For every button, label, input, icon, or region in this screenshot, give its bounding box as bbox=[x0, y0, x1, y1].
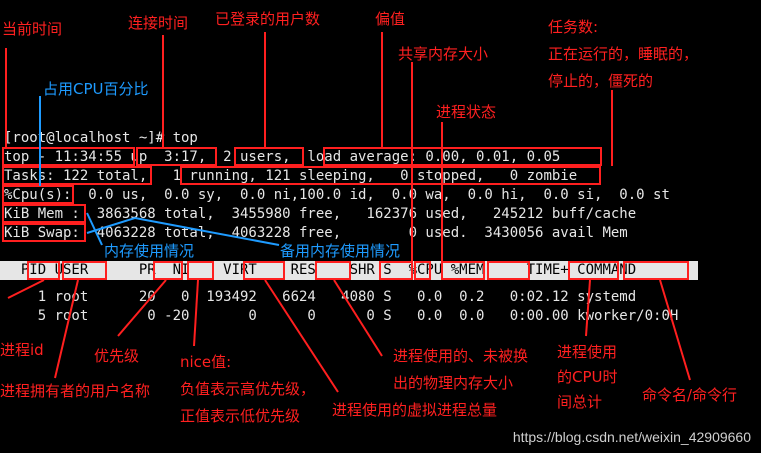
annotation-time: 进程使用 的CPU时 间总计 bbox=[557, 343, 618, 411]
box-mem-pct bbox=[487, 261, 530, 280]
box-ni bbox=[187, 261, 214, 280]
annotation-load-average: 偏值 bbox=[375, 10, 406, 28]
box-pr bbox=[153, 261, 183, 280]
annotation-pid: 进程id bbox=[0, 341, 44, 359]
process-header-text: PID USER PR NI VIRT RES SHR S %CPU %MEM … bbox=[4, 262, 637, 278]
process-table-header: PID USER PR NI VIRT RES SHR S %CPU %MEM … bbox=[0, 261, 698, 280]
annotation-process-state: 进程状态 bbox=[436, 103, 497, 121]
annotation-res: 进程使用的、未被换 出的物理内存大小 bbox=[393, 347, 529, 392]
box-shr bbox=[379, 261, 413, 280]
box-user bbox=[62, 261, 107, 280]
box-users bbox=[234, 147, 304, 166]
annotation-user: 进程拥有者的用户名称 bbox=[0, 382, 151, 400]
top-summary-line: top - 11:34:55 up 3:17, 2 users, load av… bbox=[4, 149, 561, 165]
tasks-line: Tasks: 122 total, 1 running, 121 sleepin… bbox=[4, 168, 578, 184]
box-load-average bbox=[323, 147, 602, 166]
swap-line: KiB Swap: 4063228 total, 4063228 free, 0… bbox=[4, 225, 628, 241]
annotation-command: 命令名/命令行 bbox=[642, 386, 738, 404]
annotation-swap-usage: 备用内存使用情况 bbox=[280, 242, 401, 260]
annotation-shared-mem: 共享内存大小 bbox=[398, 45, 489, 63]
box-swap bbox=[2, 223, 86, 242]
annotation-mem-usage: 内存使用情况 bbox=[104, 242, 195, 260]
shell-prompt: [root@localhost ~]# top bbox=[4, 130, 198, 146]
cpu-line: %Cpu(s): 0.0 us, 0.0 sy, 0.0 ni,100.0 id… bbox=[4, 187, 670, 203]
box-virt bbox=[243, 261, 285, 280]
box-uptime bbox=[136, 147, 217, 166]
box-res bbox=[315, 261, 351, 280]
annotation-virt: 进程使用的虚拟进程总量 bbox=[332, 401, 498, 419]
table-row: 5 root 0 -20 0 0 0 S 0.0 0.0 0:00.00 kwo… bbox=[4, 308, 679, 324]
box-pid bbox=[27, 261, 60, 280]
annotation-tasks: 任务数: 正在运行的，睡眠的， 停止的，僵死的 bbox=[548, 18, 699, 90]
table-row: 1 root 20 0 193492 6624 4080 S 0.0 0.2 0… bbox=[4, 289, 637, 305]
box-time bbox=[568, 261, 619, 280]
box-cpu-pct bbox=[441, 261, 485, 280]
box-current-time bbox=[2, 147, 135, 166]
annotation-nice: nice值: 负值表示高优先级， 正值表示低优先级 bbox=[180, 353, 316, 425]
annotation-priority: 优先级 bbox=[94, 347, 140, 365]
box-command bbox=[623, 261, 689, 280]
mem-line: KiB Mem : 3863568 total, 3455980 free, 1… bbox=[4, 206, 637, 222]
watermark: https://blog.csdn.net/weixin_42909660 bbox=[512, 429, 751, 445]
box-state bbox=[414, 261, 431, 280]
box-tasks-total bbox=[2, 166, 152, 185]
box-cpu bbox=[2, 185, 74, 204]
annotation-current-time: 当前时间 bbox=[2, 20, 63, 38]
annotation-connect-time: 连接时间 bbox=[128, 14, 189, 32]
box-task-states bbox=[180, 166, 601, 185]
annotation-logged-users: 已登录的用户数 bbox=[215, 10, 321, 28]
annotation-cpu-percent: 占用CPU百分比 bbox=[43, 80, 149, 98]
box-mem bbox=[2, 204, 86, 223]
